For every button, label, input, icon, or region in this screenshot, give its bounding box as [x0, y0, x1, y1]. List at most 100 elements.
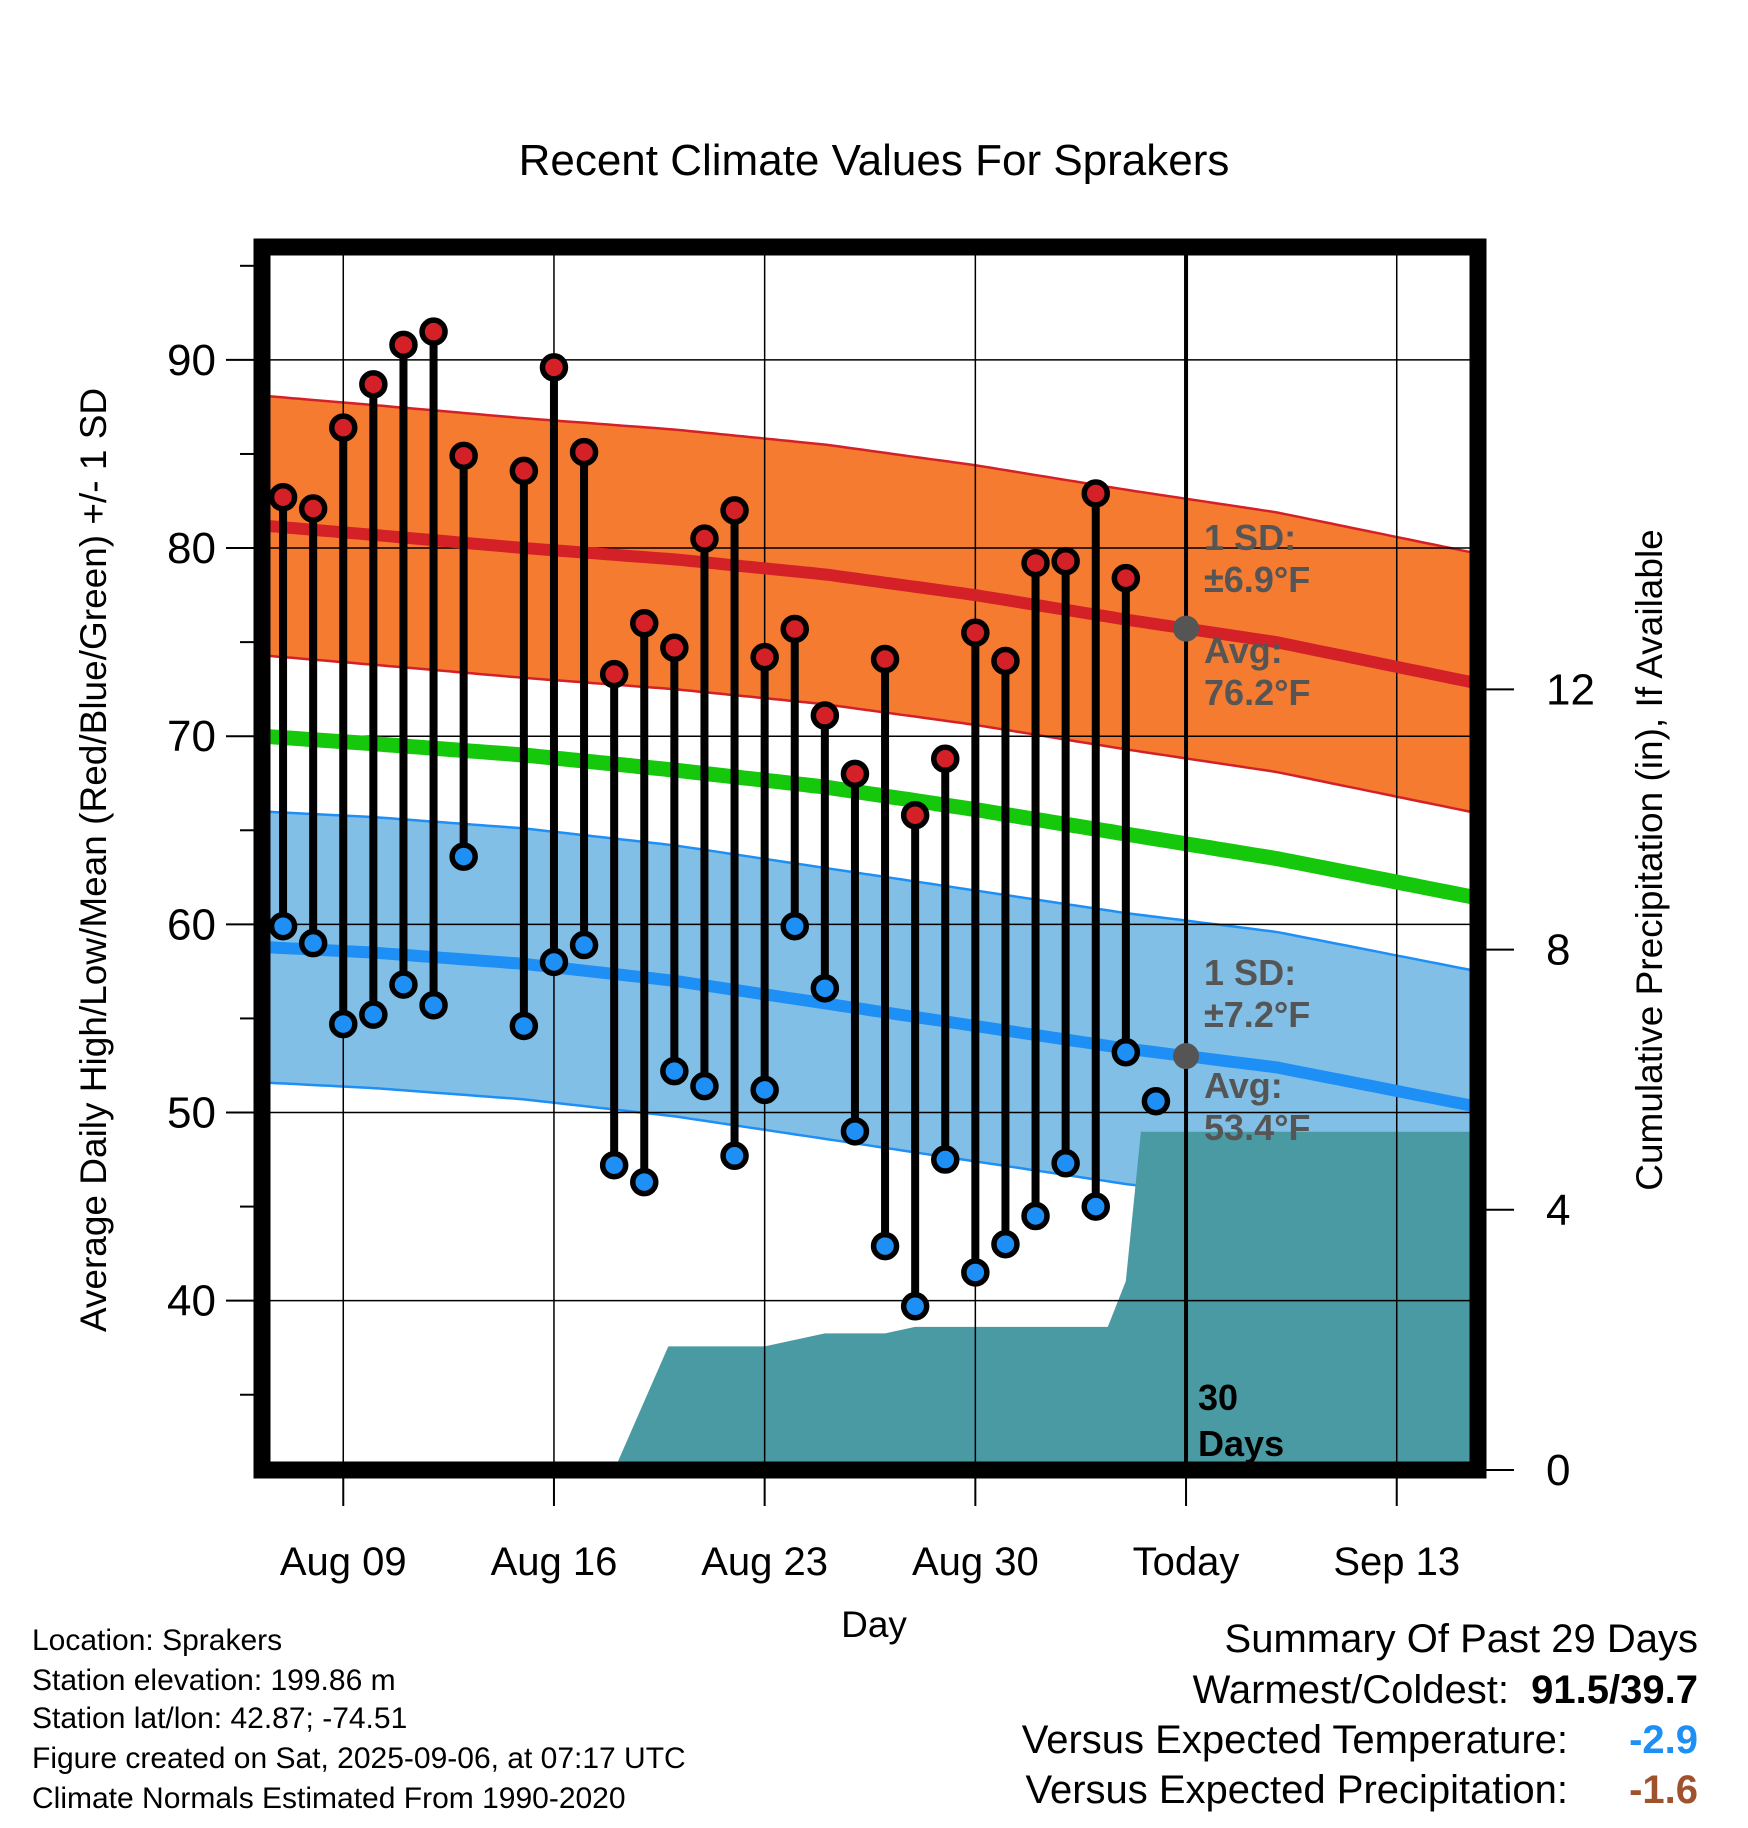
precip-window-days: Days	[1198, 1423, 1284, 1464]
observed-low-point	[268, 911, 298, 941]
low-sd-label: 1 SD:	[1204, 952, 1296, 993]
observed-high-point	[690, 524, 719, 553]
y-tick-label: 40	[167, 1277, 216, 1326]
y-tick-label: 80	[167, 524, 216, 573]
y2-axis-label: Cumulative Precipitation (in), If Availa…	[1629, 529, 1670, 1191]
high-sd-label: 1 SD:	[1204, 517, 1296, 558]
low-sd-value: ±7.2°F	[1204, 994, 1310, 1035]
chart-title: Recent Climate Values For Sprakers	[519, 136, 1230, 185]
observed-low-point	[359, 1000, 388, 1029]
observed-high-point	[1111, 563, 1141, 593]
observed-high-point	[961, 618, 990, 647]
observed-low-point	[660, 1056, 689, 1086]
observed-high-point	[750, 642, 779, 672]
observed-high-point	[840, 759, 870, 789]
observed-low-point	[509, 1011, 539, 1041]
plot-frame	[253, 238, 1487, 1479]
y2-tick-label: 8	[1546, 926, 1570, 975]
observed-high-point	[359, 370, 388, 399]
observed-low-point	[720, 1141, 749, 1171]
observed-low-point	[780, 911, 810, 941]
y-tick-label: 90	[167, 336, 216, 385]
y-axis-label: Average Daily High/Low/Mean (Red/Blue/Gr…	[73, 388, 114, 1332]
warmest-coldest-value: 91.5/39.7	[1531, 1668, 1698, 1712]
observed-low-point	[449, 842, 478, 871]
observed-high-point	[389, 330, 418, 360]
observed-high-point	[1081, 479, 1110, 508]
summary-warmest-coldest: Warmest/Coldest: 91.5/39.7	[1193, 1668, 1698, 1713]
y-tick-label: 50	[167, 1089, 216, 1138]
latlon-text: Station lat/lon: 42.87; -74.51	[32, 1702, 408, 1735]
observed-high-point	[1021, 548, 1050, 578]
observed-low-point	[900, 1292, 930, 1321]
normals-text: Climate Normals Estimated From 1990-2020	[32, 1782, 626, 1815]
y-tick-label: 60	[167, 900, 216, 949]
observed-high-point	[539, 353, 569, 382]
summary-temp: Versus Expected Temperature: -2.9	[1022, 1718, 1698, 1763]
high-sd-value: ±6.9°F	[1204, 559, 1310, 600]
y2-tick-label: 4	[1546, 1186, 1570, 1235]
observed-high-point	[660, 633, 689, 663]
observed-high-point	[780, 614, 810, 644]
elevation-text: Station elevation: 199.86 m	[32, 1664, 396, 1697]
observed-low-point	[298, 928, 328, 958]
plot-content	[262, 247, 1478, 1470]
summary-title: Summary Of Past 29 Days	[1224, 1617, 1698, 1661]
observed-high-point	[449, 441, 478, 471]
x-tick-label: Aug 09	[280, 1540, 407, 1584]
high-sd-band-upper-edge	[262, 394, 1474, 555]
observed-high-point	[870, 644, 900, 674]
x-tick-label: Aug 23	[701, 1540, 828, 1584]
high-avg-label: Avg:	[1204, 630, 1283, 671]
precip-area	[262, 1131, 1478, 1470]
today-low-normal-dot	[1173, 1043, 1200, 1070]
observed-low-point	[1051, 1149, 1080, 1178]
observed-high-point	[599, 659, 629, 689]
precip-window-label: 30	[1198, 1377, 1238, 1418]
observed-low-point	[930, 1145, 960, 1174]
y2-tick-label: 0	[1546, 1446, 1570, 1495]
created-text: Figure created on Sat, 2025-09-06, at 07…	[32, 1742, 686, 1775]
normal-low-line	[262, 940, 1475, 1112]
observed-low-point	[870, 1231, 900, 1261]
today-high-normal-dot	[1173, 615, 1200, 642]
observed-low-point	[750, 1075, 779, 1105]
observed-high-point	[569, 437, 599, 467]
observed-low-point	[419, 991, 448, 1020]
precip-vs-expected-value: -1.6	[1629, 1768, 1698, 1812]
observed-low-point	[329, 1009, 358, 1039]
observed-low-point	[840, 1117, 870, 1146]
x-tick-label: Aug 30	[912, 1540, 1039, 1584]
observed-low-point	[389, 970, 418, 999]
low-avg-value: 53.4°F	[1204, 1107, 1310, 1148]
high-sd-band	[262, 395, 1474, 813]
temp-vs-expected-label: Versus Expected Temperature:	[1021, 1718, 1568, 1762]
summary-precip: Versus Expected Precipitation: -1.6	[1025, 1768, 1698, 1813]
precip-vs-expected-label: Versus Expected Precipitation:	[1025, 1768, 1568, 1812]
observed-high-point	[509, 456, 539, 486]
observed-high-point	[810, 701, 840, 730]
observed-low-point	[630, 1167, 659, 1197]
observed-low-point	[1081, 1192, 1110, 1221]
x-tick-label: Sep 13	[1333, 1540, 1460, 1584]
x-tick-label: Aug 16	[491, 1540, 618, 1584]
observed-high-point	[720, 496, 749, 525]
temp-vs-expected-value: -2.9	[1629, 1718, 1698, 1762]
observed-low-point	[961, 1258, 990, 1287]
observed-high-point	[419, 317, 448, 346]
observed-high-point	[630, 609, 659, 638]
observed-high-point	[298, 494, 328, 523]
observed-low-point	[1141, 1086, 1171, 1116]
observed-low-point	[991, 1229, 1020, 1259]
y2-tick-label: 12	[1546, 665, 1595, 714]
observed-low-point	[1111, 1038, 1141, 1067]
observed-low-point	[569, 930, 599, 960]
observed-low-point	[1021, 1201, 1050, 1231]
warmest-coldest-label: Warmest/Coldest:	[1192, 1668, 1509, 1712]
observed-high-point	[268, 482, 298, 512]
observed-low-point	[690, 1071, 719, 1101]
location-text: Location: Sprakers	[32, 1624, 283, 1657]
observed-high-point	[900, 800, 930, 830]
